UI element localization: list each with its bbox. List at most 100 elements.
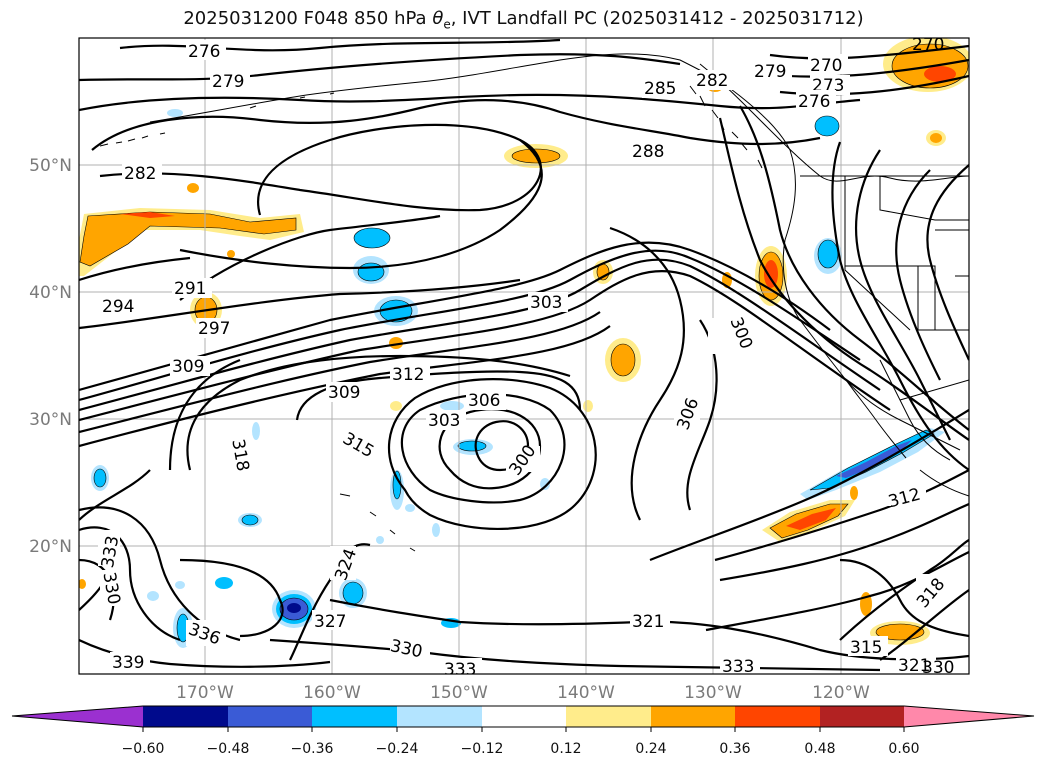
neg-patch: [93, 468, 107, 488]
contour-line: [718, 117, 969, 441]
neg-patch: [175, 581, 185, 589]
label-bg: [390, 364, 430, 384]
contour-line: [79, 53, 681, 82]
contour-line: [400, 393, 566, 504]
gridlines: [79, 38, 969, 674]
contour-label-282: 282: [696, 71, 728, 91]
colorbar-label: 0.12: [550, 741, 581, 757]
coastlines: [99, 53, 969, 552]
contour-label-303: 303: [428, 411, 460, 431]
label-bg: [170, 356, 210, 376]
contour-label-279: 279: [754, 62, 786, 82]
label-bg: [848, 636, 888, 656]
label-bg: [886, 486, 926, 506]
contour-label-321: 321: [898, 656, 930, 676]
map-content: 276 279 282 282 285 279 270 273 276 270 …: [79, 35, 969, 680]
contour-line: [739, 105, 969, 431]
colorbar-label: −0.12: [461, 741, 504, 757]
neg-patch: [353, 227, 391, 249]
contour-label-333: 333: [722, 657, 754, 677]
contour-label-276: 276: [798, 92, 830, 112]
contour-line: [387, 378, 597, 531]
label-bg: [196, 318, 236, 338]
label-bg: [808, 54, 848, 74]
mexico-border: [899, 379, 969, 401]
contour-label-282: 282: [124, 164, 156, 184]
label-bg: [896, 656, 936, 674]
contour-line: [79, 93, 861, 112]
colorbar-bin: [312, 706, 397, 727]
contour-label-312: 312: [392, 365, 424, 385]
neg-patch: [405, 504, 415, 512]
contour-label-306: 306: [468, 391, 500, 411]
label-bg: [340, 440, 380, 460]
west-coast-na: [782, 149, 961, 451]
lat-label-50n: 50°N: [29, 156, 72, 176]
neg-band: [836, 440, 912, 478]
neg-patch: [241, 514, 259, 526]
colorbar-extend-high: [904, 706, 1034, 727]
title-suffix: , IVT Landfall PC (2025031412 - 20250317…: [450, 8, 864, 29]
neg-patch: [357, 262, 385, 282]
contour-label-285: 285: [644, 79, 676, 99]
pos-band: [79, 211, 297, 267]
pos-patch: [583, 400, 593, 412]
contour-line: [839, 539, 969, 641]
contour-label-309: 309: [328, 383, 360, 403]
neg-patch: [167, 109, 183, 117]
contour-label-288: 288: [632, 142, 664, 162]
lat-label-40n: 40°N: [29, 283, 72, 303]
contour-line: [79, 249, 861, 402]
label-bg: [110, 652, 150, 672]
pos-patch: [610, 343, 636, 377]
contour-line: [79, 469, 151, 521]
contour-line: [168, 358, 241, 471]
pos-patch: [764, 260, 778, 288]
contour-line: [895, 169, 941, 381]
pos-patch: [187, 183, 199, 193]
colorbar-bin: [820, 706, 904, 727]
lon-label-170w: 170°W: [176, 683, 234, 703]
label-bg: [186, 40, 226, 60]
lat-label-20n: 20°N: [29, 537, 72, 557]
label-bg: [442, 658, 482, 674]
neg-patch: [287, 603, 301, 613]
contour-line: [79, 241, 831, 392]
pos-patch: [79, 579, 86, 589]
colorbar-bin: [143, 706, 228, 727]
contour-line: [854, 149, 951, 441]
positive-anomaly-patches: [79, 38, 969, 645]
colorbar-extend-low: [12, 706, 143, 727]
label-bg: [228, 438, 250, 474]
contour-label-333: 333: [444, 660, 476, 680]
label-bg: [674, 394, 700, 428]
pos-patch: [850, 486, 858, 500]
label-bg: [630, 140, 670, 160]
contour-label-330: 330: [922, 658, 954, 678]
colorbar-bin: [735, 706, 820, 727]
colorbar-ticks: [142, 727, 905, 732]
contour-label-327: 327: [314, 612, 346, 632]
contour-line: [714, 469, 969, 562]
colorbar-label: −0.36: [291, 741, 334, 757]
contour-line: [79, 311, 601, 434]
contour-label-303: 303: [530, 293, 562, 313]
colorbar-label: 0.24: [635, 741, 666, 757]
contour-label-270: 270: [912, 35, 944, 55]
label-bg: [100, 296, 140, 316]
label-bg: [528, 292, 568, 312]
label-bg: [916, 574, 942, 608]
map-border: [78, 37, 970, 675]
contour-line: [91, 99, 821, 151]
label-bg: [122, 162, 162, 182]
longitude-labels: 170°W 160°W 150°W 140°W 130°W 120°W: [176, 683, 870, 703]
neg-patch: [376, 536, 384, 544]
label-bg: [720, 656, 760, 674]
contour-line: [79, 256, 191, 282]
label-bg: [390, 640, 430, 660]
contour-label-276: 276: [188, 42, 220, 62]
contour-line: [649, 409, 969, 562]
island-chain: [99, 92, 335, 147]
contour-line: [926, 164, 969, 361]
